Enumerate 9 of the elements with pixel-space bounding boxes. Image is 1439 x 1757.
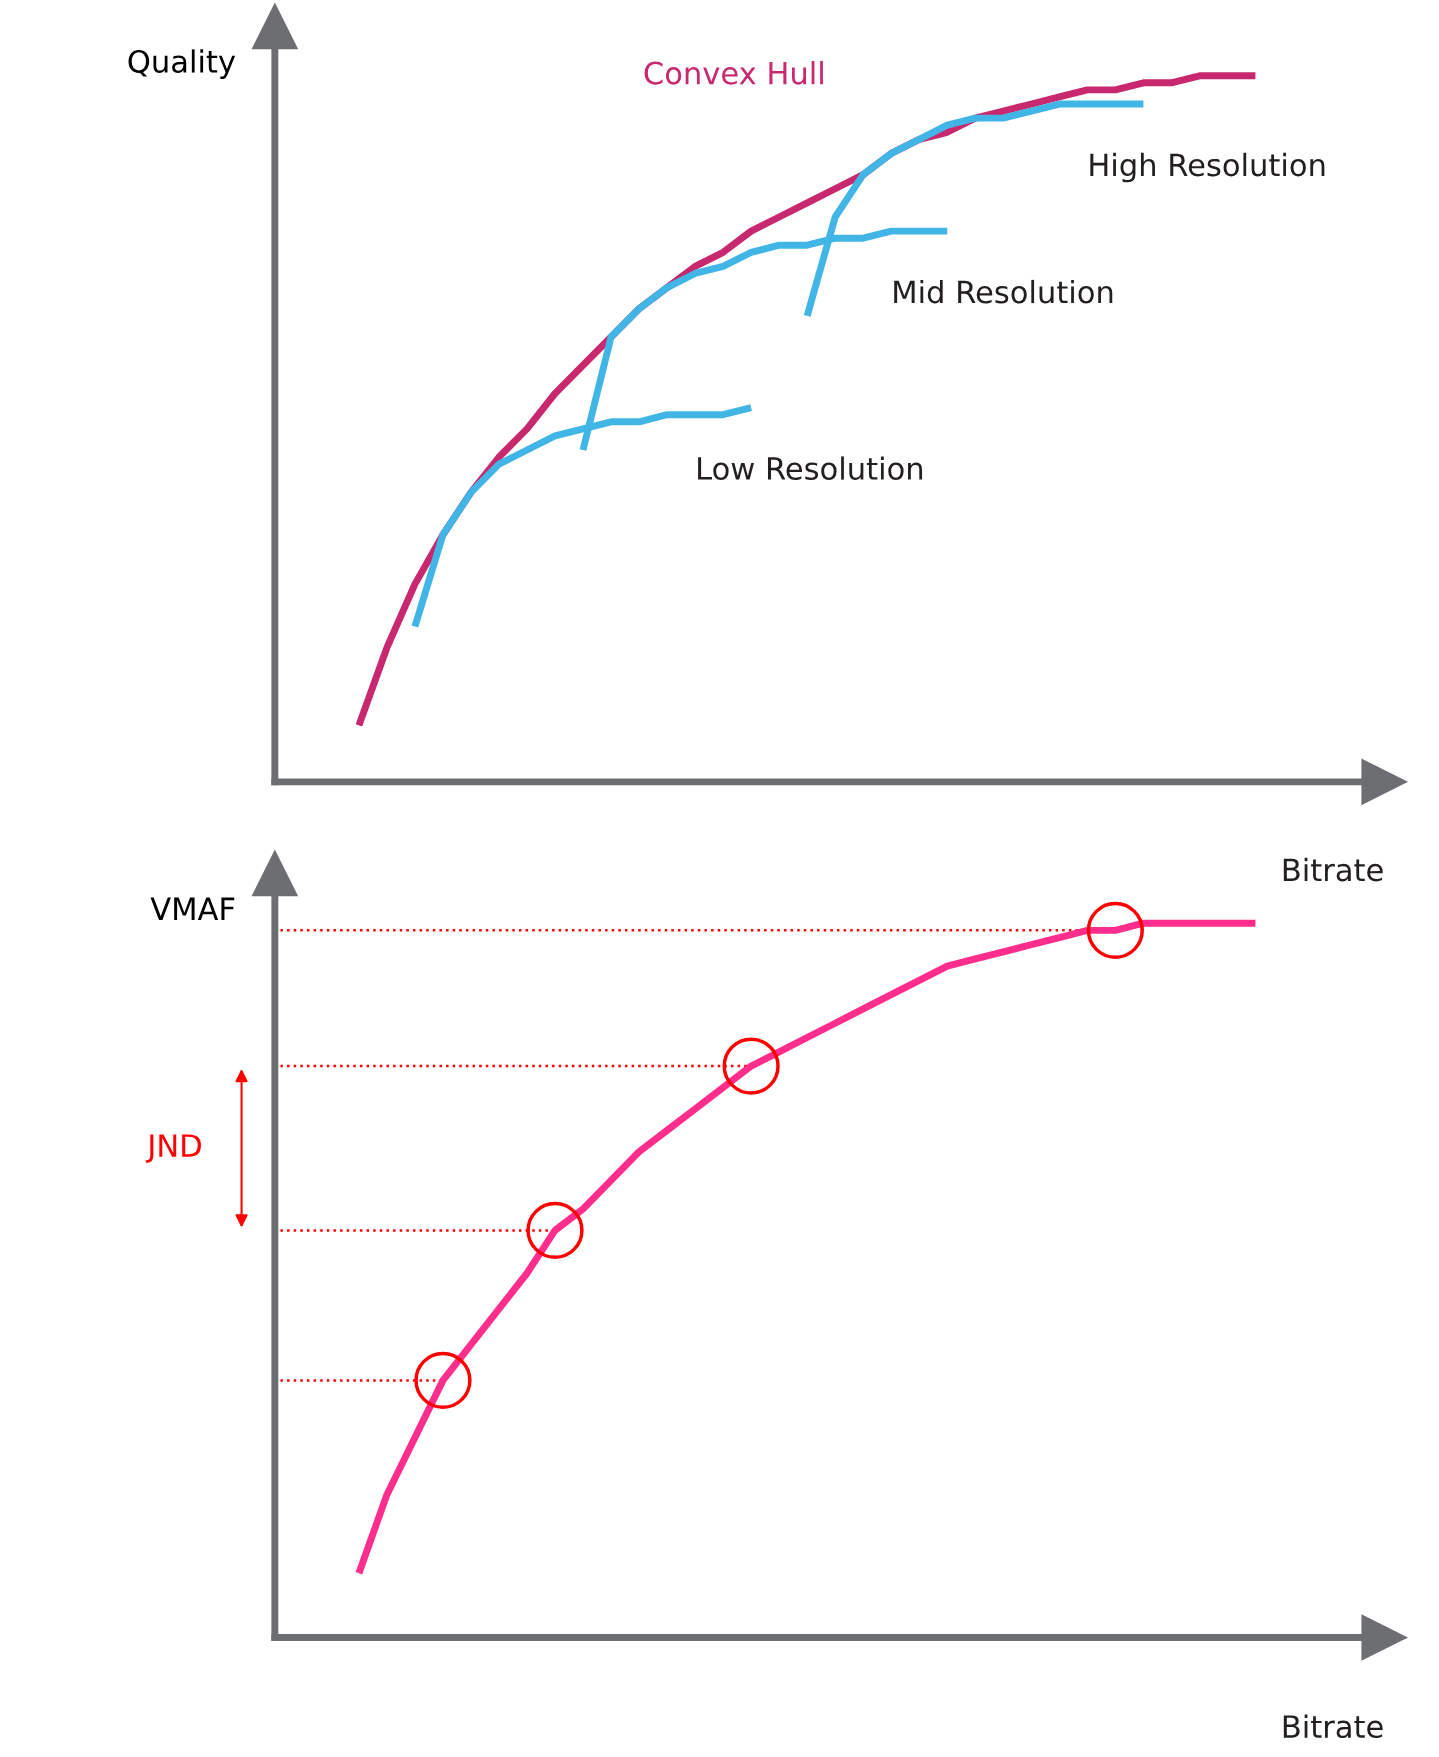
series-label: High Resolution xyxy=(1090,152,1325,183)
x-axis-title: Bitrate xyxy=(1283,857,1383,882)
y-axis-title: Quality xyxy=(128,49,236,79)
series-label: Low Resolution xyxy=(698,456,923,481)
series-label: Mid Resolution xyxy=(894,279,1113,304)
text: JND xyxy=(145,1134,201,1163)
text: Convex Hull xyxy=(644,60,823,85)
y-axis-title: VMAF xyxy=(150,897,235,920)
x-axis-title: Bitrate xyxy=(1283,1714,1383,1739)
